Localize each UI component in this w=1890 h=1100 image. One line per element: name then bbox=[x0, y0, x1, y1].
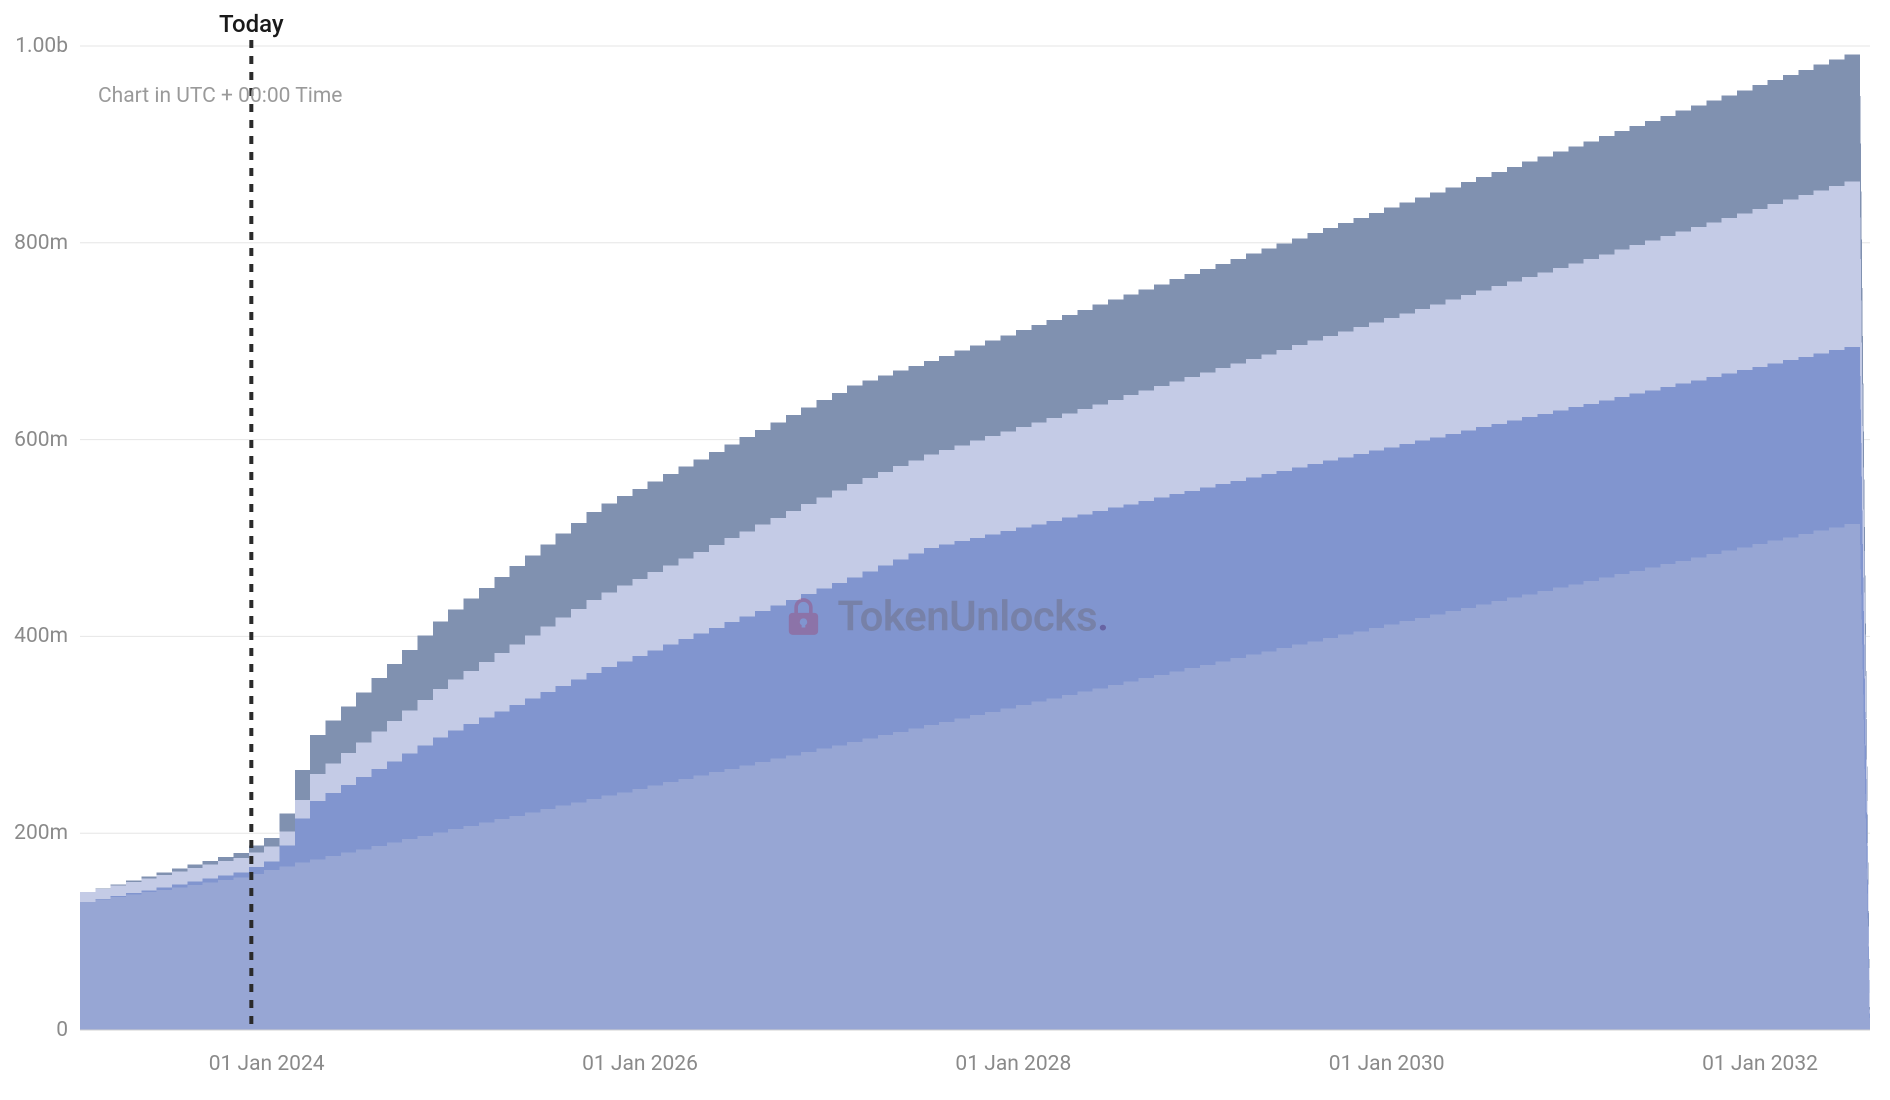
y-tick-label: 800m bbox=[0, 231, 68, 255]
x-tick-label: 01 Jan 2028 bbox=[955, 1052, 1071, 1076]
x-tick-label: 01 Jan 2026 bbox=[582, 1052, 698, 1076]
chart-container: 0 200m 400m 600m 800m 1.00b 01 Jan 2024 01 Jan… bbox=[0, 0, 1890, 1100]
y-tick-label: 200m bbox=[0, 821, 68, 845]
x-tick-label: 01 Jan 2030 bbox=[1329, 1052, 1445, 1076]
today-marker-label: Today bbox=[219, 10, 284, 38]
y-tick-label: 600m bbox=[0, 428, 68, 452]
x-tick-label: 01 Jan 2024 bbox=[209, 1052, 325, 1076]
y-tick-label: 0 bbox=[0, 1018, 68, 1042]
y-tick-label: 1.00b bbox=[0, 34, 68, 58]
x-tick-label: 01 Jan 2032 bbox=[1702, 1052, 1818, 1076]
utc-note: Chart in UTC + 00:00 Time bbox=[98, 84, 342, 108]
y-tick-label: 400m bbox=[0, 624, 68, 648]
chart-plot bbox=[0, 0, 1890, 1100]
